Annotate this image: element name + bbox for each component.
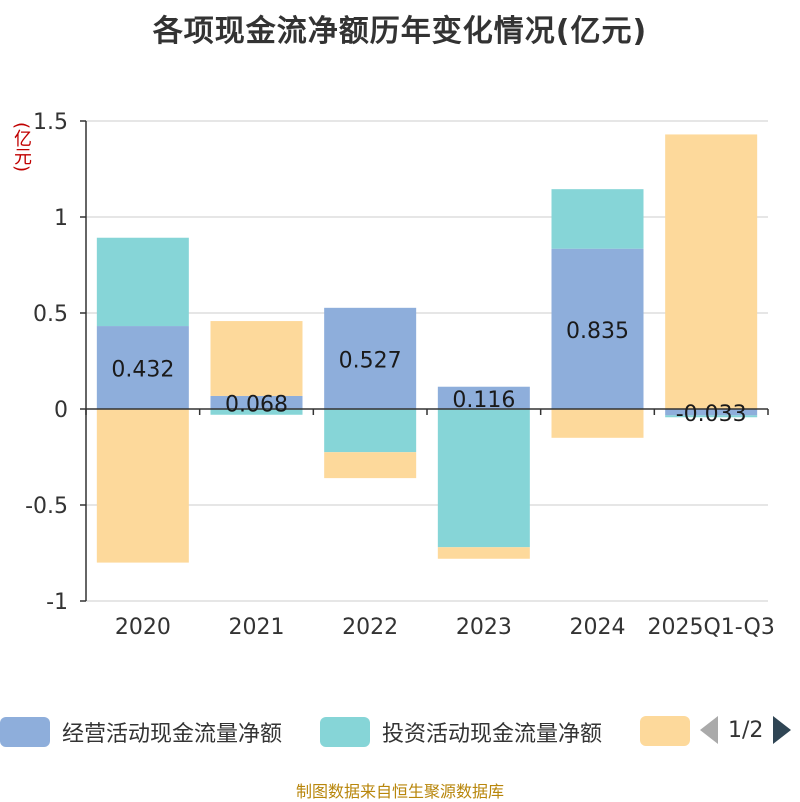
legend-pager: 1/2 [700,716,792,744]
x-tick-label: 2022 [342,615,398,640]
data-label: 0.432 [111,358,174,383]
data-source-note: 制图数据来自恒生聚源数据库 [295,782,504,801]
legend-prev-page-icon[interactable] [700,716,718,744]
bar-2022-s1 [324,307,417,409]
x-tick-label: 2024 [570,615,626,640]
legend: 经营活动现金流量净额 投资活动现金流量净额 1/2 [0,716,800,756]
legend-page-indicator: 1/2 [728,717,764,743]
bar-2025q1-q3-s3 [665,134,758,409]
data-label: 0.068 [225,392,288,417]
chart-title: 各项现金流净额历年变化情况(亿元) [152,14,648,49]
legend-item-financing[interactable] [640,716,702,746]
data-label: 0.835 [566,319,629,344]
bar-chart: -1 -0.5 0 0.5 1 1.5 2020 2021 2022 2023 2024 2025Q1… [25,110,775,640]
legend-swatch-investing [320,717,370,747]
bar-2024-s1 [551,248,644,409]
x-tick-label: 2023 [456,615,512,640]
data-label: 0.527 [339,348,402,373]
bar-2021-s2 [210,409,303,415]
y-axis-unit: (亿元) [11,122,32,173]
y-tick-label: 0 [54,398,68,423]
bar-2022-s2 [324,409,417,453]
legend-swatch-operating [0,717,50,747]
legend-item-investing[interactable]: 投资活动现金流量净额 [320,716,602,748]
y-tick-label: 1 [54,206,68,231]
x-tick-label: 2021 [229,615,285,640]
data-label: 0.116 [452,388,515,413]
legend-next-page-icon[interactable] [773,716,792,744]
bar-2024-s3 [551,409,644,438]
x-tick-label: 2020 [115,615,171,640]
grid-lines [86,120,768,602]
legend-item-operating[interactable]: 经营活动现金流量净额 [0,716,282,748]
bar-2025q1-q3-s1 [665,409,758,416]
y-tick-label: -0.5 [25,494,68,519]
bar-2020-s2 [96,237,189,327]
bar-2022-s3 [324,452,417,479]
y-tick-label: 1.5 [33,110,68,135]
bar-2021-s3 [210,321,303,396]
axes: -1 -0.5 0 0.5 1 1.5 2020 2021 2022 2023 2024 2025Q1… [25,110,775,640]
bar-2025q1-q3-s2 [665,415,758,418]
legend-label-investing: 投资活动现金流量净额 [382,722,603,747]
y-tick-label: -1 [46,590,68,615]
data-labels: 0.432 0.068 0.527 0.116 0.835 -0.033 [111,319,746,427]
bar-2024-s2 [551,189,644,249]
legend-swatch-financing [640,716,690,746]
bar-2020-s1 [96,326,189,409]
x-tick-label: 2025Q1-Q3 [647,615,774,640]
bar-2020-s3 [96,409,189,563]
legend-label-operating: 经营活动现金流量净额 [62,722,283,747]
bar-2021-s1 [210,395,303,409]
data-label: -0.033 [676,402,747,427]
bar-2023-s3 [437,547,530,559]
y-tick-label: 0.5 [33,302,68,327]
bar-2023-s1 [437,386,530,409]
bars [96,134,758,563]
bar-2023-s2 [437,409,530,548]
